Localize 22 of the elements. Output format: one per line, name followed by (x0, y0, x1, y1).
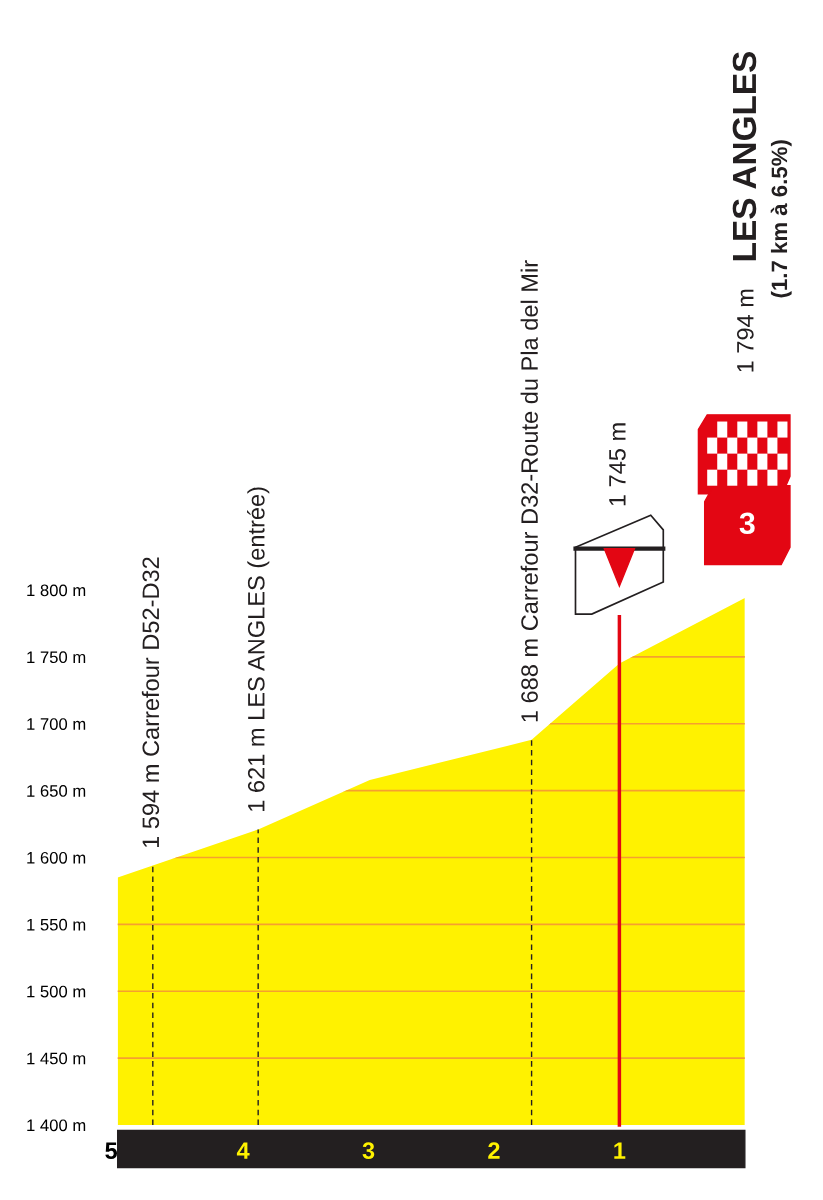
chart-title: LES ANGLES (732, 51, 757, 261)
y-tick-label: 1 400 m (27, 1119, 86, 1132)
y-tick-label: 1 550 m (27, 918, 86, 931)
annotation: 1 688 m Carrefour D32-Route du Pla del Mir (520, 260, 538, 722)
text: 1 745 m (609, 423, 626, 506)
x-tick-label: 3 (362, 1142, 375, 1160)
y-tick-label: 1 450 m (27, 1052, 86, 1065)
text: 1 794 m (736, 289, 754, 372)
annotation: 1 594 m Carrefour D52-D32 (141, 557, 160, 848)
x-tick-label: 4 (236, 1142, 250, 1159)
text: 3 (739, 512, 755, 535)
x-tick-label: 2 (488, 1142, 500, 1159)
y-tick-label: 1 750 m (27, 651, 86, 664)
x-tick-label: 5 (105, 1142, 118, 1160)
y-tick-label: 1 650 m (27, 785, 86, 797)
y-tick-label: 1 600 m (27, 851, 86, 864)
y-tick-label: 1 700 m (27, 718, 86, 730)
chart-subtitle: (1.7 km à 6.5%) (770, 140, 792, 298)
annotation: 1 621 m LES ANGLES (entrée) (247, 487, 270, 811)
x-tick-label: 1 (614, 1142, 626, 1159)
y-tick-label: 1 500 m (27, 985, 86, 998)
y-tick-label: 1 800 m (27, 584, 86, 597)
